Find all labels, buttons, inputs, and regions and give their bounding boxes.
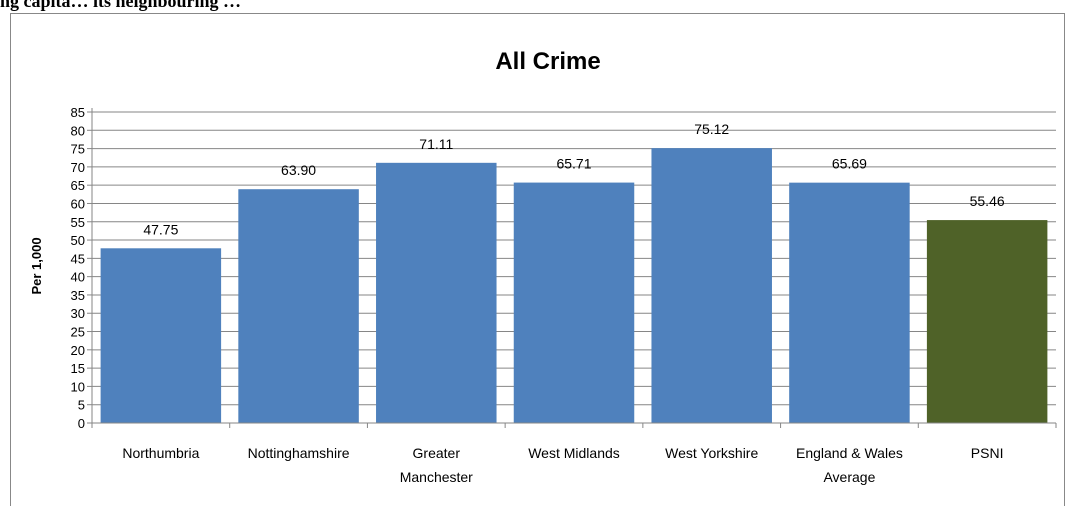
bar — [513, 182, 635, 423]
y-tick-label: 10 — [71, 379, 85, 394]
axes — [87, 108, 1057, 428]
y-tick-label: 30 — [71, 306, 85, 321]
bar-value-label: 65.71 — [556, 156, 591, 172]
all-crime-bar-chart: All Crime Per 1,000 47.75 63.90 71.11 65.71… — [29, 48, 1057, 485]
bar — [376, 162, 497, 424]
y-tick-label: 15 — [71, 361, 85, 376]
chart-frame: All Crime Per 1,000 47.75 63.90 71.11 65.71… — [10, 13, 1065, 506]
y-axis-label: Per 1,000 — [29, 237, 44, 294]
y-tick-label: 35 — [71, 288, 85, 303]
bar-value-label: 71.11 — [419, 136, 453, 152]
y-tick-label: 20 — [71, 343, 85, 358]
chart-title: All Crime — [495, 48, 600, 75]
x-tick-label: England & Wales — [796, 445, 903, 461]
y-tick-label: 45 — [71, 251, 85, 266]
bar — [238, 189, 359, 423]
y-tick-label: 55 — [71, 215, 85, 230]
y-tick-label: 40 — [71, 270, 85, 285]
y-tick-label: 70 — [71, 160, 85, 175]
y-tick-label: 75 — [71, 142, 85, 157]
y-tick-label: 85 — [71, 105, 85, 120]
y-tick-label: 50 — [71, 233, 85, 248]
y-tick-label: 0 — [78, 416, 85, 431]
page-heading: ng capita… its neighbouring … — [0, 0, 242, 11]
bar — [651, 148, 772, 423]
bar — [789, 182, 910, 423]
bar-value-label: 55.46 — [970, 193, 1005, 209]
y-tick-label: 65 — [71, 178, 85, 193]
bar — [926, 220, 1048, 423]
x-tick-label: Manchester — [400, 469, 473, 485]
x-tick-label: Greater — [413, 445, 461, 461]
x-tick-label: PSNI — [971, 445, 1004, 461]
x-tick-label: West Yorkshire — [665, 445, 758, 461]
x-tick-label: Average — [823, 469, 875, 485]
tick-labels: 0 5 10 15 20 25 30 35 40 45 50 55 60 65 70 75 80 85 Northu… — [71, 105, 1004, 485]
y-tick-label: 80 — [71, 123, 85, 138]
x-tick-label: Nottinghamshire — [248, 445, 350, 461]
bar-value-label: 75.12 — [694, 121, 729, 137]
bar — [100, 248, 222, 423]
y-tick-label: 60 — [71, 196, 85, 211]
bar-value-label: 63.90 — [281, 162, 316, 178]
bar-value-label: 65.69 — [832, 156, 867, 172]
bars — [100, 148, 1048, 424]
data-labels: 47.75 63.90 71.11 65.71 75.12 65.69 55.46 — [143, 121, 1005, 237]
x-tick-label: West Midlands — [528, 445, 620, 461]
y-tick-label: 25 — [71, 325, 85, 340]
y-tick-label: 5 — [78, 398, 85, 413]
x-tick-label: Northumbria — [122, 445, 199, 461]
bar-value-label: 47.75 — [143, 221, 178, 237]
